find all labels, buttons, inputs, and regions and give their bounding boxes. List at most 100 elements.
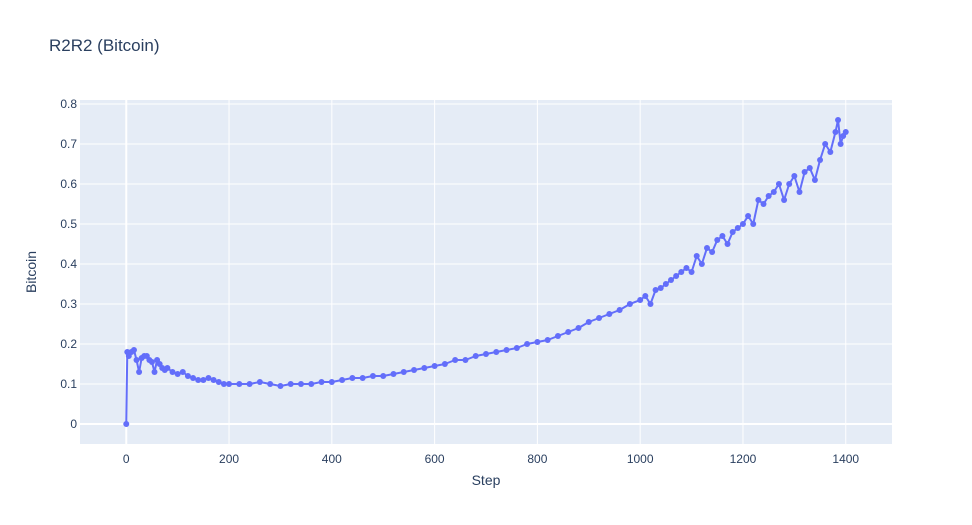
data-point <box>328 379 335 385</box>
data-point <box>739 221 746 227</box>
data-point <box>215 379 222 385</box>
y-tick-label: 0.6 <box>60 177 77 191</box>
data-point <box>184 373 191 379</box>
data-point <box>472 353 479 359</box>
data-point <box>750 221 757 227</box>
data-point <box>308 381 315 387</box>
data-point <box>698 261 705 267</box>
data-point <box>719 233 726 239</box>
x-tick-label: 600 <box>425 452 445 466</box>
data-point <box>390 371 397 377</box>
y-tick-label: 0.3 <box>60 297 77 311</box>
data-point <box>246 381 253 387</box>
data-point <box>151 369 158 375</box>
y-tick-label: 0 <box>70 417 77 431</box>
data-point <box>662 281 669 287</box>
data-point <box>673 273 680 279</box>
data-point <box>678 269 685 275</box>
data-point <box>524 341 531 347</box>
data-point <box>842 129 849 135</box>
data-point <box>652 287 659 293</box>
x-tick-label: 200 <box>219 452 239 466</box>
data-point <box>226 381 233 387</box>
data-point <box>267 381 274 387</box>
chart-title: R2R2 (Bitcoin) <box>49 36 160 55</box>
data-point <box>709 249 716 255</box>
data-point <box>195 377 202 383</box>
data-point <box>688 269 695 275</box>
data-point <box>806 165 813 171</box>
data-point <box>616 307 623 313</box>
y-tick-label: 0.4 <box>60 257 77 271</box>
data-point <box>503 347 510 353</box>
data-point <box>169 369 176 375</box>
data-point <box>359 375 366 381</box>
data-point <box>123 421 130 427</box>
data-point <box>585 319 592 325</box>
data-point <box>657 285 664 291</box>
data-point <box>431 363 438 369</box>
data-point <box>256 379 263 385</box>
data-point <box>760 201 767 207</box>
x-tick-label: 400 <box>322 452 342 466</box>
data-point <box>400 369 407 375</box>
data-point <box>200 377 207 383</box>
data-point <box>130 347 137 353</box>
data-point <box>796 189 803 195</box>
data-point <box>318 379 325 385</box>
data-point <box>534 339 541 345</box>
data-point <box>452 357 459 363</box>
data-point <box>786 181 793 187</box>
series-layer <box>123 117 849 427</box>
data-point <box>210 377 217 383</box>
data-point <box>835 117 842 123</box>
data-point <box>770 189 777 195</box>
data-point <box>148 359 155 365</box>
data-point <box>369 373 376 379</box>
data-point <box>462 357 469 363</box>
data-point <box>817 157 824 163</box>
data-point <box>683 265 690 271</box>
data-point <box>765 193 772 199</box>
data-point <box>745 213 752 219</box>
data-point <box>493 349 500 355</box>
y-tick-label: 0.7 <box>60 137 77 151</box>
grid-layer <box>80 100 892 444</box>
data-point <box>791 173 798 179</box>
data-point <box>781 197 788 203</box>
data-point <box>411 367 418 373</box>
data-point <box>642 293 649 299</box>
data-point <box>801 169 808 175</box>
data-point <box>236 381 243 387</box>
y-axis-title: Bitcoin <box>23 251 39 293</box>
data-point <box>277 383 284 389</box>
data-point <box>832 129 839 135</box>
x-tick-label: 1000 <box>627 452 654 466</box>
data-point <box>421 365 428 371</box>
data-point <box>190 375 197 381</box>
data-point <box>668 277 675 283</box>
data-point <box>729 229 736 235</box>
x-axis-title: Step <box>472 472 501 488</box>
data-point <box>544 337 551 343</box>
data-point <box>811 177 818 183</box>
data-point <box>626 301 633 307</box>
y-tick-label: 0.8 <box>60 97 77 111</box>
data-point <box>483 351 489 357</box>
data-point <box>133 357 140 363</box>
data-point <box>837 141 844 147</box>
plot-background <box>80 100 892 444</box>
tick-layer: 0 200 400 600 800 1000 1200 1400 0 0.1 0.2 0.3 0.4 0.… <box>60 97 859 466</box>
x-tick-label: 1200 <box>730 452 757 466</box>
data-point <box>164 365 171 371</box>
y-tick-label: 0.2 <box>60 337 77 351</box>
data-point <box>179 369 186 375</box>
data-point <box>220 381 227 387</box>
data-point <box>827 149 834 155</box>
y-tick-label: 0.5 <box>60 217 77 231</box>
data-point <box>287 381 294 387</box>
data-point <box>565 329 572 335</box>
x-tick-label: 0 <box>123 452 130 466</box>
data-point <box>596 315 603 321</box>
